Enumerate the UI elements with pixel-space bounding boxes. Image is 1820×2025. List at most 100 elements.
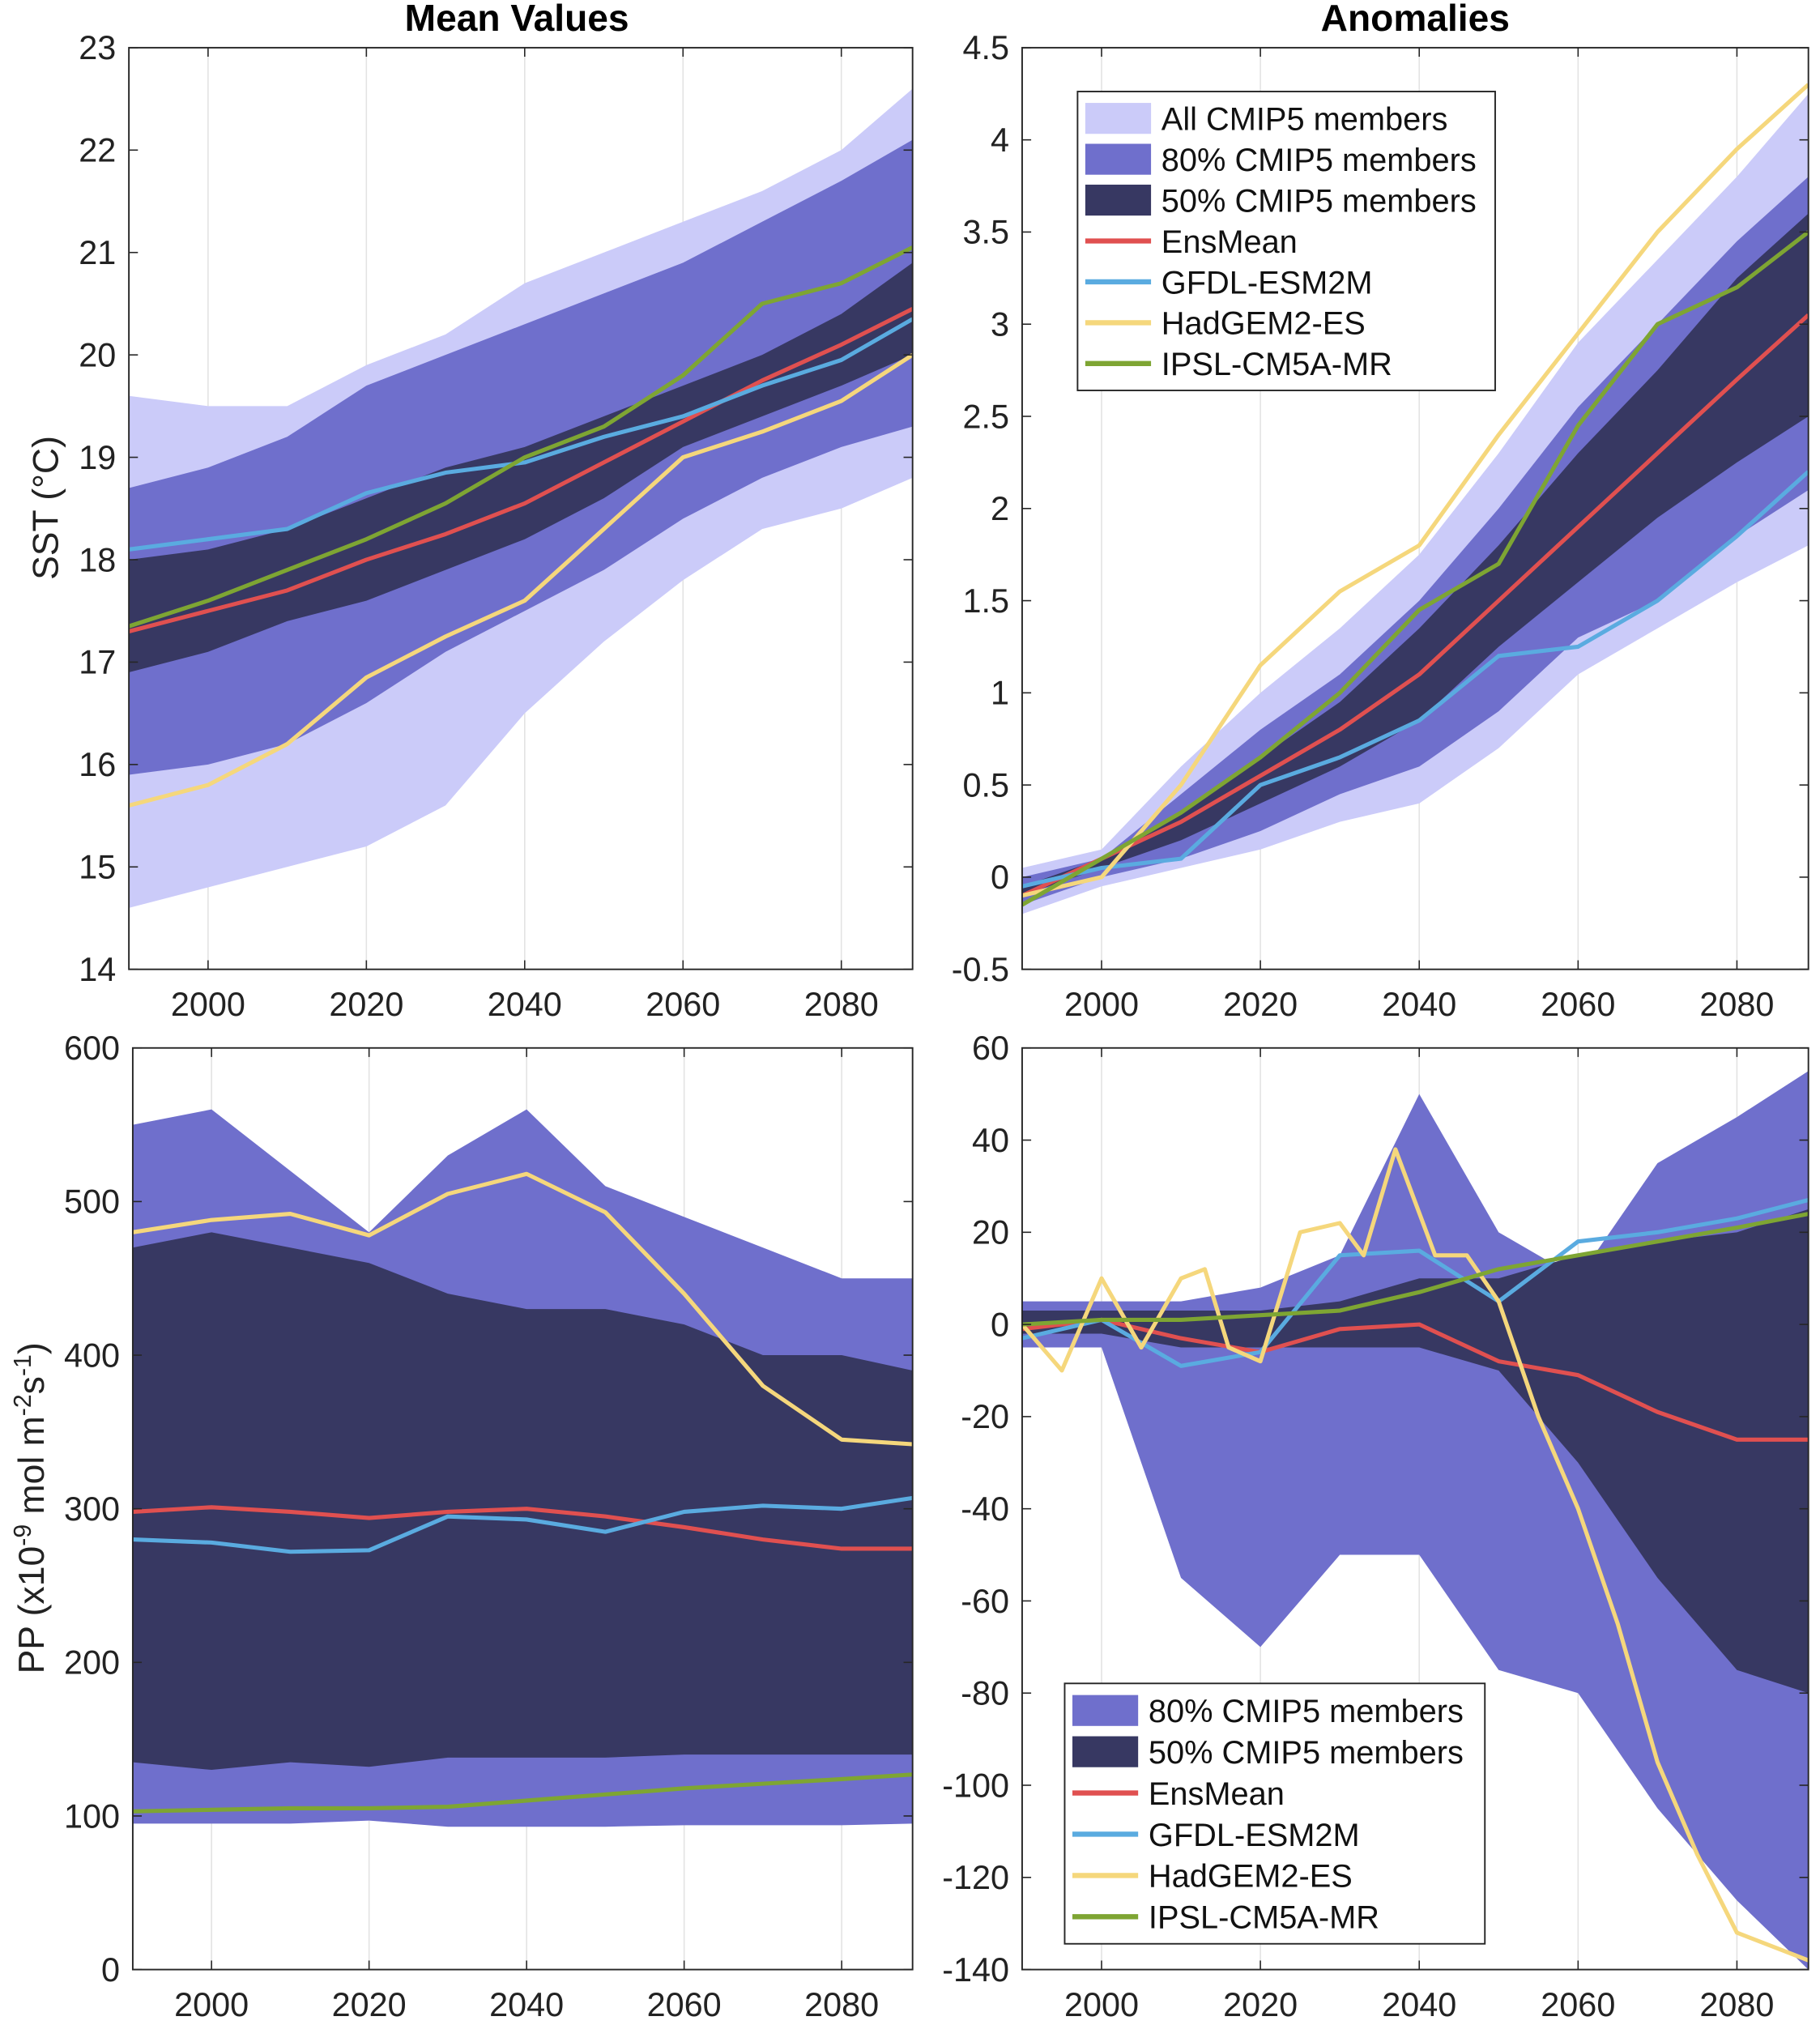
axes-frame: [128, 46, 914, 970]
series-gfdl-esm2m: [1021, 470, 1809, 889]
y-tick-label: 1.5: [963, 582, 1010, 620]
series-ipsl-cm5a-mr: [1021, 230, 1809, 907]
band-p50: [1021, 1209, 1809, 1694]
y-tick-label: 14: [79, 951, 116, 988]
x-tick-label: 2040: [1382, 986, 1456, 1023]
legend-swatch-p80: [1085, 143, 1152, 175]
series-ensmean: [1021, 1317, 1809, 1442]
y-tick-label: 400: [64, 1336, 120, 1374]
y-tick-label: -120: [942, 1859, 1009, 1896]
y-tick-label: 20: [972, 1214, 1009, 1251]
series-hadgem2-es: [129, 353, 913, 808]
legend-swatch-all: [1085, 103, 1152, 134]
series-hadgem2-es: [1021, 83, 1809, 898]
legend-label: HadGEM2-ES: [1161, 306, 1366, 342]
series-ensmean: [1021, 313, 1809, 897]
y-tick-label: 1: [991, 675, 1009, 712]
x-tick-label: 2060: [646, 986, 720, 1023]
y-tick-label: 20: [79, 336, 116, 373]
plot-area: [132, 1109, 913, 1827]
series-hadgem2-es: [1021, 1147, 1809, 1963]
series-ipsl-cm5a-mr: [132, 1772, 913, 1814]
x-tick-label: 2040: [1382, 1986, 1456, 2023]
y-tick-label: 21: [79, 234, 116, 271]
x-tick-label: 2040: [489, 1986, 564, 2023]
series-ensmean: [129, 306, 913, 633]
legend-label: 50% CMIP5 members: [1149, 1735, 1464, 1771]
x-tick-label: 2020: [332, 1986, 407, 2023]
y-tick-label: -140: [942, 1951, 1009, 1989]
legend-label: GFDL-ESM2M: [1161, 265, 1373, 301]
legend-label: IPSL-CM5A-MR: [1149, 1900, 1379, 1936]
ylabel-sst: SST (°C): [27, 436, 66, 580]
y-tick-label: 0.5: [963, 766, 1010, 804]
series-gfdl-esm2m: [129, 317, 913, 552]
y-tick-label: 2.5: [963, 398, 1010, 435]
y-tick-label: 15: [79, 849, 116, 886]
y-tick-label: 60: [972, 1030, 1009, 1067]
y-tick-label: 0: [991, 859, 1009, 896]
series-ipsl-cm5a-mr: [1021, 1212, 1809, 1327]
x-tick-label: 2040: [488, 986, 562, 1023]
y-tick-label: -40: [961, 1490, 1009, 1528]
panel-sst-anom: 2000 2020 2040 2060 2080 -0.5 0 0.5 1 1.5 2 2.5 3 3.5…: [952, 29, 1809, 1023]
legend-frame: [1063, 1682, 1486, 1945]
x-tick-label: 2000: [1064, 986, 1139, 1023]
x-tick-label: 2060: [1541, 1986, 1615, 2023]
y-tick-label: 2: [991, 490, 1009, 527]
y-tick-label: 19: [79, 439, 116, 476]
panel-pp-mean: 2000 2020 2040 2060 2080 0 100 200 300 400 500 600: [64, 1030, 914, 2023]
x-tick-label: 2080: [804, 986, 879, 1023]
legend: All CMIP5 members 80% CMIP5 members 50% CM…: [1076, 91, 1496, 391]
y-tick-label: 22: [79, 132, 116, 169]
title-anomalies: Anomalies: [1321, 0, 1510, 39]
series-gfdl-esm2m: [132, 1495, 913, 1554]
y-tick-label: 18: [79, 541, 116, 578]
y-tick-label: 600: [64, 1030, 120, 1067]
y-tick-label: 0: [991, 1306, 1009, 1343]
y-tick-label: 4.5: [963, 29, 1010, 66]
y-tick-label: -20: [961, 1398, 1009, 1435]
ylabel-pp: PP (x10-9 mol m-2s-1): [10, 1342, 52, 1673]
legend-label: GFDL-ESM2M: [1149, 1818, 1360, 1853]
y-tick-label: 17: [79, 644, 116, 681]
y-tick-label: 16: [79, 746, 116, 783]
legend-label: 80% CMIP5 members: [1149, 1694, 1464, 1729]
plot-area: [1021, 1071, 1809, 1970]
y-tick-label: 200: [64, 1644, 120, 1682]
band-p50: [129, 262, 913, 673]
series-gfdl-esm2m: [1021, 1198, 1809, 1368]
x-tick-label: 2000: [171, 986, 245, 1023]
legend: 80% CMIP5 members 50% CMIP5 members EnsMea…: [1063, 1682, 1486, 1945]
y-tick-label: 0: [101, 1951, 120, 1989]
x-tick-label: 2000: [174, 1986, 249, 2023]
y-tick-label: 500: [64, 1183, 120, 1221]
y-tick-label: -0.5: [952, 951, 1009, 988]
x-tick-label: 2080: [1699, 1986, 1774, 2023]
y-tick-label: -80: [961, 1675, 1009, 1712]
y-tick-label: -60: [961, 1583, 1009, 1620]
series-ipsl-cm5a-mr: [129, 245, 913, 629]
band-p50: [132, 1232, 913, 1771]
legend-label: EnsMean: [1149, 1776, 1285, 1812]
y-tick-label: 300: [64, 1490, 120, 1528]
y-tick-label: 3.5: [963, 214, 1010, 251]
x-tick-label: 2080: [1699, 986, 1774, 1023]
legend-swatch-p50: [1085, 184, 1152, 216]
legend-label: 50% CMIP5 members: [1161, 183, 1477, 219]
x-tick-label: 2020: [1223, 986, 1298, 1023]
x-tick-label: 2060: [647, 1986, 722, 2023]
x-tick-label: 2020: [329, 986, 403, 1023]
x-tick-label: 2000: [1064, 1986, 1139, 2023]
legend-label: HadGEM2-ES: [1149, 1859, 1353, 1895]
series-hadgem2-es: [132, 1171, 913, 1447]
legend-label: All CMIP5 members: [1161, 101, 1448, 137]
x-tick-label: 2060: [1541, 986, 1615, 1023]
panel-pp-anom: 2000 2020 2040 2060 2080-140-120-100-80-60-4…: [942, 1030, 1809, 2023]
y-tick-label: 100: [64, 1797, 120, 1835]
legend-swatch-p50: [1072, 1736, 1139, 1767]
y-tick-label: 40: [972, 1122, 1009, 1159]
legend-label: EnsMean: [1161, 224, 1298, 260]
legend-swatch-p80: [1072, 1695, 1139, 1726]
